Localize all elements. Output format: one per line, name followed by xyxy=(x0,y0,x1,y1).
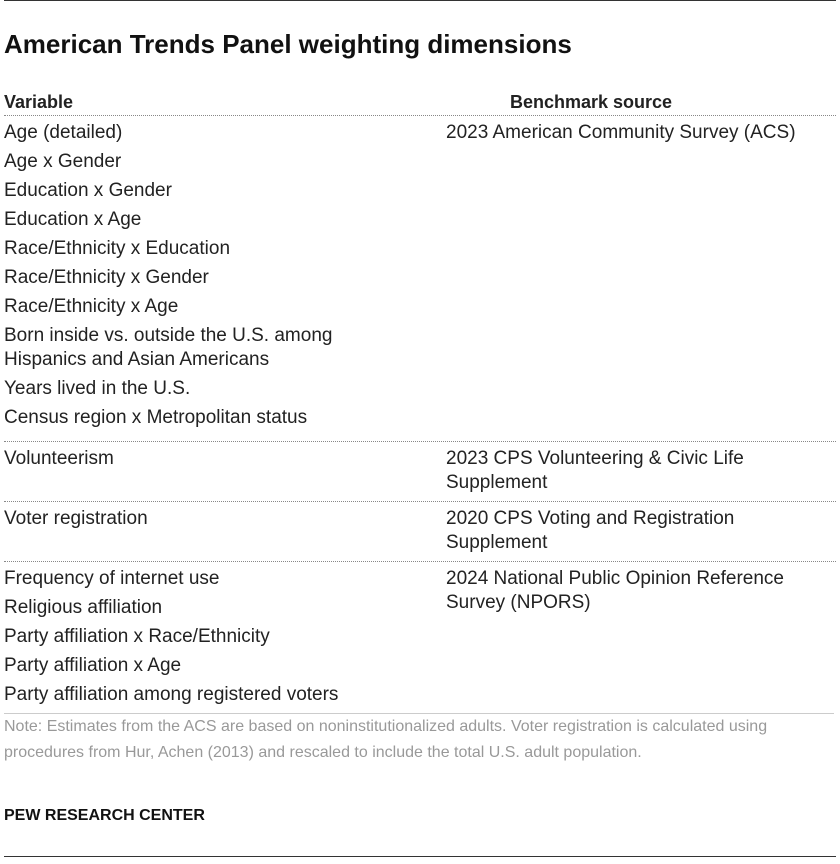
variable: Race/Ethnicity x Education xyxy=(4,238,231,259)
variable: Age (detailed) xyxy=(4,122,123,143)
table: Variable Benchmark source Age (detailed)… xyxy=(4,89,836,718)
variable: Volunteerism xyxy=(4,448,114,469)
column-header: Benchmark source xyxy=(509,91,673,112)
variable: Party affiliation x Age xyxy=(4,655,182,676)
note: Note: Estimates from the ACS are based o… xyxy=(4,713,834,766)
variable: Born inside vs. outside the U.S. among H… xyxy=(4,325,333,370)
variable-cell: Voter registration xyxy=(4,507,446,555)
variable: Education x Gender xyxy=(4,180,172,201)
benchmark-source: 2024 National Public Opinion Reference S… xyxy=(446,568,784,613)
source-credit: PEW RESEARCH CENTER xyxy=(4,807,205,824)
variable: Frequency of internet use xyxy=(4,568,220,589)
table-header: Variable Benchmark source xyxy=(4,89,836,116)
table-row-group: Frequency of internet use Religious affil… xyxy=(4,562,836,718)
variable-cell: Age (detailed) Age x Gender Education x Ge… xyxy=(4,121,446,435)
variable: Voter registration xyxy=(4,508,148,529)
variable: Education x Age xyxy=(4,209,142,230)
variable: Race/Ethnicity x Gender xyxy=(4,267,209,288)
variable: Party affiliation x Race/Ethnicity xyxy=(4,626,270,647)
variable: Age x Gender xyxy=(4,151,122,172)
page: American Trends Panel weighting dimensio… xyxy=(4,0,836,857)
table-row-group: Volunteerism 2023 CPS Volunteering & Civi… xyxy=(4,442,836,502)
benchmark-source: 2023 American Community Survey (ACS) xyxy=(446,122,796,143)
variable: Party affiliation among registered voter… xyxy=(4,684,339,705)
variable-cell: Volunteerism xyxy=(4,447,446,495)
variable: Years lived in the U.S. xyxy=(4,378,191,399)
variable-cell: Frequency of internet use Religious affil… xyxy=(4,567,446,712)
table-row-group: Voter registration 2020 CPS Voting and Re… xyxy=(4,502,836,562)
variable: Race/Ethnicity x Age xyxy=(4,296,179,317)
benchmark-source: 2020 CPS Voting and Registration Supplem… xyxy=(446,508,735,553)
table-row-group: Age (detailed) Age x Gender Education x Ge… xyxy=(4,116,836,442)
variable: Census region x Metropolitan status xyxy=(4,407,308,428)
variable: Religious affiliation xyxy=(4,597,163,618)
title: American Trends Panel weighting dimensio… xyxy=(4,29,572,59)
benchmark-source: 2023 CPS Volunteering & Civic Life Suppl… xyxy=(446,448,744,493)
column-header: Variable xyxy=(4,91,74,112)
